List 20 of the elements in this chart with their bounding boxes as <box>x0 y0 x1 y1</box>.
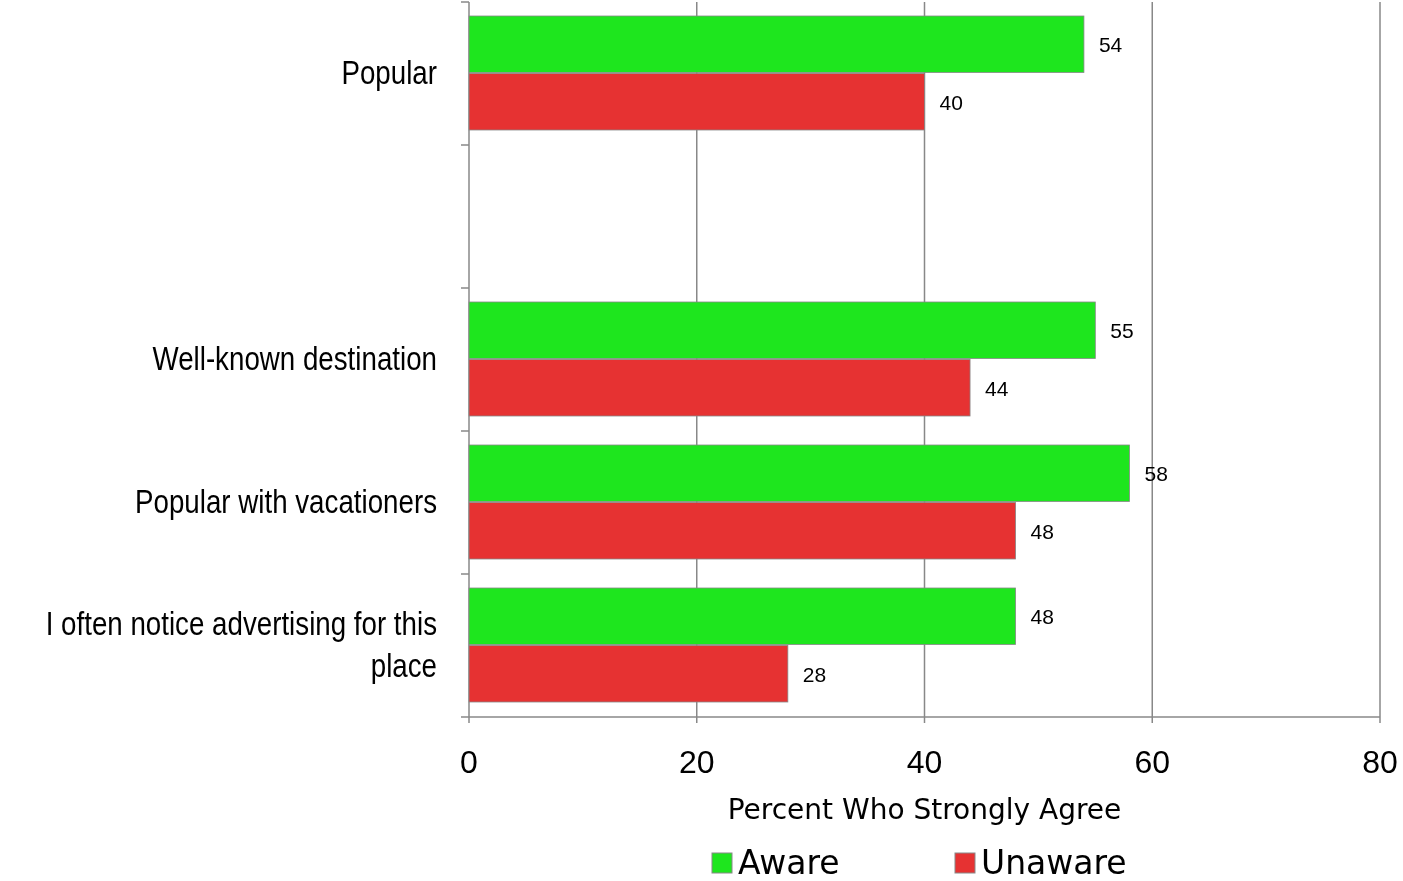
x-tick-label: 60 <box>1134 744 1171 780</box>
x-tick-label: 0 <box>460 744 478 780</box>
data-label: 40 <box>939 90 963 114</box>
y-tick-label: Popular <box>341 54 437 93</box>
data-label: 55 <box>1110 319 1134 343</box>
legend-label: Aware <box>738 843 840 881</box>
data-label: 48 <box>1030 519 1054 543</box>
data-label: 54 <box>1098 33 1123 57</box>
data-label: 44 <box>985 376 1009 400</box>
data-label: 28 <box>802 662 827 686</box>
x-tick-label: 80 <box>1362 744 1398 780</box>
x-tick-label: 40 <box>906 744 943 780</box>
y-tick-label: Popular with vacationers <box>135 483 437 522</box>
x-tick-label: 20 <box>678 744 715 780</box>
legend-label: Unaware <box>981 843 1127 881</box>
x-axis-title: Percent Who Strongly Agree <box>727 793 1122 826</box>
data-label: 58 <box>1144 462 1168 486</box>
y-tick-label: I often notice advertising for this place <box>45 605 437 686</box>
data-label: 48 <box>1030 605 1054 629</box>
y-tick-label: Well-known destination <box>152 340 437 377</box>
